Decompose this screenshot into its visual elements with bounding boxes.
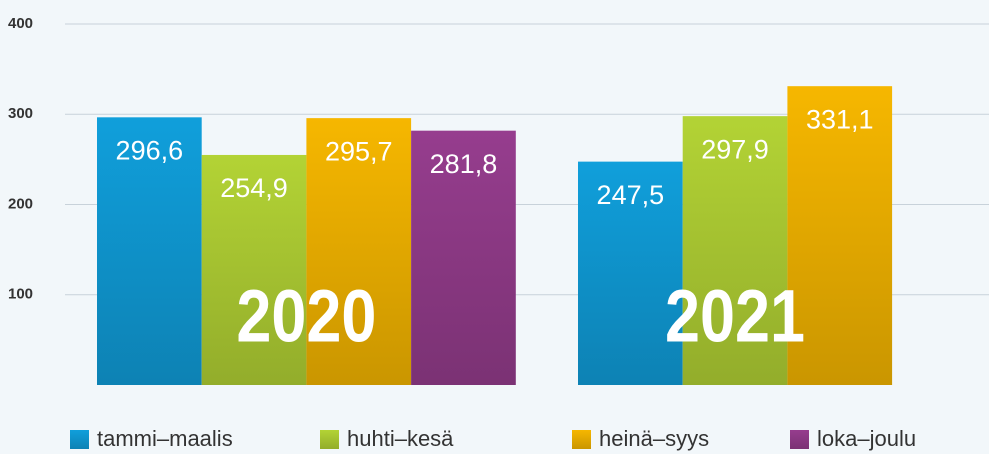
legend-swatch (320, 430, 339, 449)
value-label: 331,1 (806, 104, 874, 134)
bar (201, 154, 307, 385)
legend-label: huhti–kesä (347, 426, 454, 451)
bar (411, 130, 516, 385)
y-tick-label: 200 (8, 195, 33, 212)
bar (682, 116, 788, 385)
y-tick-label: 100 (8, 286, 33, 303)
bar (787, 86, 893, 385)
value-label: 254,9 (220, 173, 288, 203)
value-label: 296,6 (116, 135, 184, 165)
category-label: 2021 (665, 275, 805, 358)
bar (97, 117, 202, 386)
y-tick-label: 300 (8, 105, 33, 122)
legend-label: loka–joulu (817, 426, 916, 451)
legend-swatch (790, 430, 809, 449)
legend-swatch (572, 430, 591, 449)
value-label: 281,8 (430, 149, 498, 179)
legend-label: tammi–maalis (97, 426, 233, 451)
bar (306, 118, 412, 386)
category-label: 2020 (236, 275, 376, 358)
value-label: 295,7 (325, 136, 393, 166)
value-label: 297,9 (701, 134, 769, 164)
legend-label: heinä–syys (599, 426, 709, 451)
value-label: 247,5 (597, 180, 665, 210)
legend-swatch (70, 430, 89, 449)
bar (578, 161, 683, 385)
y-tick-label: 400 (8, 15, 33, 32)
